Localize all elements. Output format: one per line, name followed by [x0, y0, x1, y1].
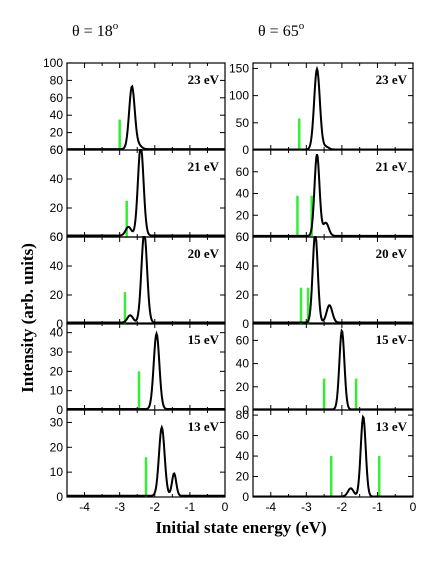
y-tick-label: 0 — [56, 490, 63, 504]
panel-label: 21 eV — [188, 159, 220, 174]
panel-label: 13 eV — [376, 419, 408, 434]
y-tick-label: 20 — [50, 201, 64, 215]
y-tick-label: 100 — [43, 56, 63, 70]
spectrum-curve — [67, 84, 225, 151]
panel-label: 13 eV — [188, 419, 220, 434]
x-tick-label: -4 — [79, 500, 90, 514]
x-tick-label: -1 — [185, 500, 196, 514]
y-tick-label: 100 — [229, 89, 249, 103]
chart-panel: 0 20 40 60 80 100 23 eV — [43, 56, 226, 157]
y-tick-label: 20 — [50, 440, 64, 454]
panel-label: 23 eV — [188, 72, 220, 87]
panel-label: 23 eV — [376, 72, 408, 87]
y-tick-label: 80 — [236, 408, 250, 422]
y-tick-label: 40 — [50, 326, 64, 340]
x-axis-title: Initial state energy (eV) — [155, 518, 326, 537]
column-title-right: θ = 65o — [258, 20, 305, 40]
x-tick-label: -2 — [149, 500, 160, 514]
y-tick-label: 40 — [50, 259, 64, 273]
y-tick-label: 60 — [50, 143, 64, 157]
y-tick-label: 60 — [236, 230, 250, 244]
panel-frame — [252, 236, 414, 325]
chart-panel: 0 20 40 60 21 eV — [236, 149, 414, 244]
y-tick-label: 0 — [242, 317, 249, 331]
spectrum-curve — [67, 149, 225, 237]
chart-panel: 0 20 40 60 80 -4 -3 -2 -1 0 13 eV — [236, 408, 417, 514]
y-axis-title: Intensity (arb. units) — [18, 243, 37, 393]
y-tick-label: 10 — [50, 384, 64, 398]
x-tick-label: 0 — [222, 500, 229, 514]
x-tick-label: 0 — [410, 500, 417, 514]
y-tick-label: 60 — [236, 429, 250, 443]
y-tick-label: 0 — [242, 143, 249, 157]
x-tick-label: -4 — [265, 500, 276, 514]
chart-panel: 0 20 40 60 20 eV — [50, 230, 226, 331]
y-tick-label: 60 — [50, 91, 64, 105]
y-tick-label: 30 — [50, 345, 64, 359]
y-tick-label: 40 — [236, 449, 250, 463]
y-tick-label: 40 — [236, 259, 250, 273]
x-tick-label: -3 — [114, 500, 125, 514]
y-tick-label: 40 — [50, 172, 64, 186]
spectrum-curve — [67, 330, 225, 411]
y-tick-label: 40 — [236, 357, 250, 371]
y-tick-label: 20 — [50, 126, 64, 140]
panel-label: 15 eV — [376, 332, 408, 347]
y-tick-label: 40 — [50, 108, 64, 122]
y-tick-label: 20 — [50, 288, 64, 302]
y-tick-label: 0 — [242, 403, 249, 417]
x-tick-label: -3 — [301, 500, 312, 514]
y-tick-label: 0 — [242, 230, 249, 244]
spectrum-curve — [67, 424, 225, 497]
y-tick-label: 50 — [236, 116, 250, 130]
panel-label: 21 eV — [376, 159, 408, 174]
y-tick-label: 10 — [50, 465, 64, 479]
panel-frame — [66, 236, 226, 325]
chart-panel: 0 20 40 60 15 eV — [236, 322, 414, 417]
y-tick-label: 0 — [56, 403, 63, 417]
chart-panel: 0 20 40 60 20 eV — [236, 230, 414, 331]
y-tick-label: 0 — [56, 230, 63, 244]
chart-panel: 0 20 40 60 21 eV — [50, 143, 226, 244]
y-tick-label: 20 — [236, 288, 250, 302]
y-tick-label: 30 — [50, 415, 64, 429]
y-tick-label: 150 — [229, 61, 249, 75]
y-tick-label: 20 — [236, 380, 250, 394]
y-tick-label: 60 — [50, 230, 64, 244]
y-tick-label: 60 — [236, 165, 250, 179]
panel-label: 20 eV — [188, 246, 220, 261]
panel-label: 15 eV — [188, 332, 220, 347]
x-tick-label: -2 — [337, 500, 348, 514]
y-tick-label: 0 — [56, 317, 63, 331]
chart-panel: 0 10 20 30 40 15 eV — [50, 322, 226, 417]
spectrum-curve — [253, 414, 413, 498]
column-title-left: θ = 18o — [72, 20, 119, 40]
x-tick-label: -1 — [372, 500, 383, 514]
y-tick-label: 60 — [236, 333, 250, 347]
y-tick-label: 0 — [242, 490, 249, 504]
y-tick-label: 20 — [236, 470, 250, 484]
y-tick-label: 0 — [56, 143, 63, 157]
y-tick-label: 20 — [50, 364, 64, 378]
y-tick-label: 40 — [236, 187, 250, 201]
y-tick-label: 20 — [236, 208, 250, 222]
y-tick-label: 80 — [50, 73, 64, 87]
spectrum-curve — [253, 154, 413, 237]
panel-label: 20 eV — [376, 246, 408, 261]
chart-panel: 0 10 20 30 -4 -3 -2 -1 0 13 eV — [50, 409, 229, 514]
chart-panel: 0 50 100 150 23 eV — [229, 61, 414, 157]
